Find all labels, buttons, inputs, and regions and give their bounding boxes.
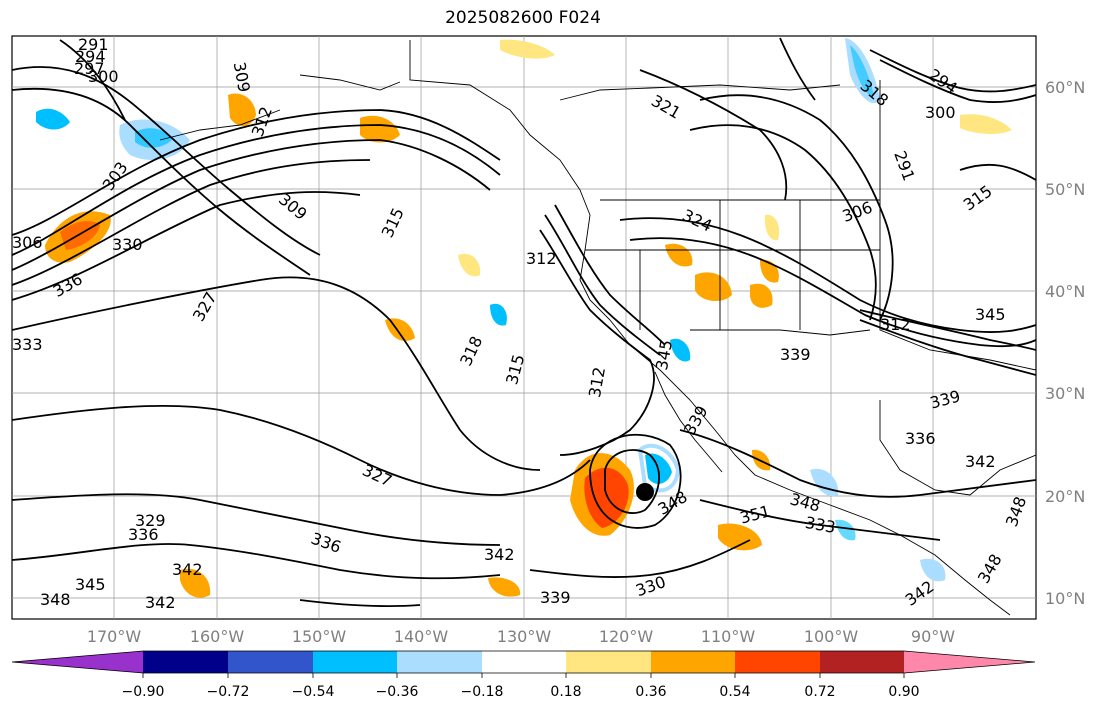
- colorbar-left-extension: [12, 651, 143, 673]
- colorbar-segment: [651, 651, 735, 673]
- contour-label: 342: [145, 593, 176, 612]
- colorbar-tick-label: 0.54: [719, 684, 750, 700]
- contour-label: 339: [540, 588, 571, 607]
- latitude-labels: 60°N 50°N 40°N 30°N 20°N 10°N: [1045, 78, 1085, 608]
- coastlines: [159, 40, 1036, 616]
- contour-label: 342: [965, 452, 996, 471]
- colorbar-segment: [397, 651, 482, 673]
- contour-label: 329: [135, 511, 166, 530]
- colorbar-tick-label: −0.36: [376, 684, 419, 700]
- lon-label-170w: 170°W: [87, 627, 142, 646]
- contour-lines: [12, 37, 1036, 608]
- contour-label: 300: [88, 67, 119, 86]
- contour-label: 306: [12, 233, 43, 252]
- contour-label: 336: [905, 429, 936, 448]
- colorbar-tick-labels: −0.90 −0.72 −0.54 −0.36 −0.18 0.18 0.36 …: [122, 684, 920, 700]
- lon-label-110w: 110°W: [701, 627, 756, 646]
- contour-label: 345: [975, 305, 1006, 324]
- lat-label-50n: 50°N: [1045, 180, 1085, 199]
- colorbar-tick-label: 0.72: [804, 684, 835, 700]
- colorbar-tick-label: −0.90: [122, 684, 165, 700]
- colorbar-tick-label: 0.36: [635, 684, 666, 700]
- colorbar-segment: [820, 651, 904, 673]
- lon-label-150w: 150°W: [292, 627, 347, 646]
- contour-label: 330: [112, 235, 143, 254]
- lat-label-30n: 30°N: [1045, 384, 1085, 403]
- colorbar-tick-label: −0.72: [207, 684, 250, 700]
- colorbar-right-extension: [904, 651, 1035, 673]
- map-title: 2025082600 F024: [445, 8, 601, 28]
- colorbar-tick-label: 0.90: [888, 684, 919, 700]
- colorbar-segment: [313, 651, 397, 673]
- colorbar-tick-label: 0.18: [550, 684, 581, 700]
- lat-label-60n: 60°N: [1045, 78, 1085, 97]
- contour-label: 348: [40, 590, 71, 609]
- contour-label: 333: [12, 335, 43, 354]
- lat-label-40n: 40°N: [1045, 282, 1085, 301]
- colorbar-segment: [566, 651, 651, 673]
- contour-label: 342: [484, 545, 515, 564]
- colorbar: −0.90 −0.72 −0.54 −0.36 −0.18 0.18 0.36 …: [11, 650, 1036, 700]
- colorbar-tick-label: −0.54: [292, 684, 335, 700]
- colorbar-segment: [228, 651, 313, 673]
- lon-label-120w: 120°W: [599, 627, 654, 646]
- contour-label: 312: [526, 249, 557, 268]
- contour-label: 291: [78, 35, 109, 54]
- longitude-labels: 170°W 160°W 150°W 140°W 130°W 120°W 110°…: [87, 627, 955, 646]
- colorbar-segment: [143, 651, 228, 673]
- lat-label-20n: 20°N: [1045, 487, 1085, 506]
- lon-label-90w: 90°W: [911, 627, 955, 646]
- lon-label-140w: 140°W: [394, 627, 449, 646]
- lon-label-130w: 130°W: [497, 627, 552, 646]
- storm-center-marker: [636, 483, 654, 501]
- contour-label: 312: [880, 315, 911, 334]
- lon-label-100w: 100°W: [804, 627, 859, 646]
- contour-label: 336: [128, 525, 159, 544]
- contour-label: 294: [75, 47, 106, 66]
- lon-label-160w: 160°W: [190, 627, 245, 646]
- contour-label: 297: [74, 59, 105, 78]
- colorbar-ticks: [142, 673, 905, 678]
- colorbar-segment: [735, 651, 820, 673]
- colorbar-segment: [482, 651, 566, 673]
- contour-label: 342: [172, 560, 203, 579]
- contour-label: 345: [75, 575, 106, 594]
- contour-label: 300: [925, 103, 956, 122]
- contour-label: 339: [780, 345, 811, 364]
- lat-label-10n: 10°N: [1045, 589, 1085, 608]
- colorbar-tick-label: −0.18: [461, 684, 504, 700]
